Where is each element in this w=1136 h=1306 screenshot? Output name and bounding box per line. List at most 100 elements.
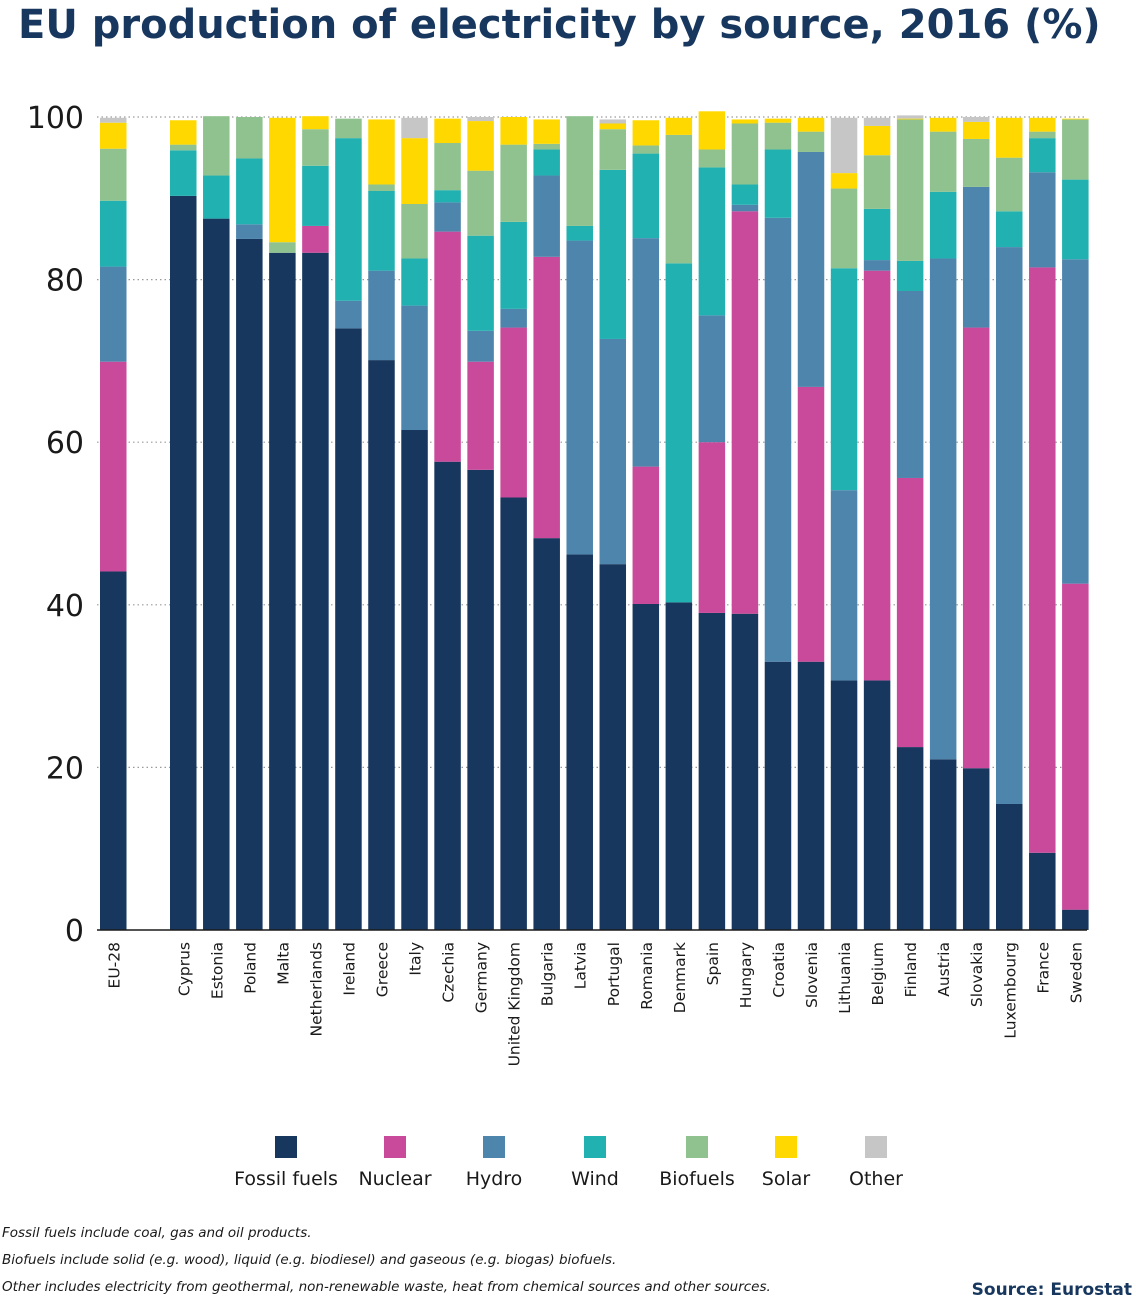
legend-label: Wind [571, 1168, 619, 1190]
bar-segment-latvia-fossil-fuels [566, 554, 593, 930]
bar-segment-germany-biofuels [467, 170, 494, 236]
bar-segment-belgium-hydro [863, 260, 891, 271]
legend-label: Hydro [465, 1168, 523, 1190]
bar-segment-czechia-wind [434, 190, 461, 203]
x-tick-label: Latvia [572, 942, 590, 989]
bar-segment-luxembourg-solar [996, 117, 1023, 158]
bar-segment-hungary-solar [731, 119, 759, 124]
bar-segment-romania-solar [632, 120, 660, 146]
x-tick-label: Hungary [737, 942, 755, 1008]
legend-label: Biofuels [659, 1168, 735, 1190]
bar-segment-greece-wind [368, 190, 395, 271]
bar-segment-bulgaria-fossil-fuels [533, 538, 560, 930]
note-biofuels: Biofuels include solid (e.g. wood), liqu… [2, 1252, 617, 1268]
bar-segment-finland-wind [896, 260, 924, 291]
bar-segment-belgium-nuclear [863, 270, 891, 681]
y-tick-label: 80 [46, 264, 84, 299]
x-tick-label: Lithuania [836, 942, 854, 1014]
bar-segment-spain-hydro [698, 315, 726, 443]
bar-segment-belgium-solar [863, 125, 891, 156]
x-tick-label: Cyprus [175, 942, 193, 996]
bar-segment-lithuania-biofuels [830, 188, 858, 269]
bar-segment-finland-nuclear [896, 477, 924, 748]
bar-segment-austria-hydro [929, 258, 957, 760]
bar-segment-lithuania-fossil-fuels [830, 680, 858, 930]
bar-segment-sweden-solar [1062, 118, 1089, 120]
bar-segment-germany-hydro [467, 330, 494, 362]
bar-segment-bulgaria-solar [533, 119, 560, 144]
bar-segment-germany-solar [467, 121, 494, 171]
x-tick-label: Ireland [340, 942, 358, 996]
legend-item-wind: Wind [535, 1136, 655, 1190]
bar-segment-lithuania-wind [830, 268, 858, 491]
bar-segment-cyprus-fossil-fuels [170, 195, 197, 931]
bar-segment-luxembourg-wind [996, 211, 1023, 248]
bar-segment-hungary-wind [731, 184, 759, 205]
x-tick-label: France [1034, 942, 1052, 994]
legend-swatch [775, 1136, 797, 1158]
bar-segment-spain-fossil-fuels [698, 612, 726, 930]
y-tick-label: 100 [27, 101, 84, 136]
bar-segment-belgium-other [863, 117, 891, 126]
bar-segment-belgium-fossil-fuels [863, 680, 891, 930]
bar-segment-ireland-biofuels [335, 118, 362, 139]
bar-segment-spain-nuclear [698, 442, 726, 613]
bar-segment-slovenia-fossil-fuels [797, 661, 825, 930]
bar-segment-united-kingdom-biofuels [500, 144, 527, 222]
bar-segment-italy-other [401, 117, 428, 139]
bar-segment-hungary-nuclear [731, 211, 759, 614]
bar-segment-slovenia-biofuels [797, 131, 825, 152]
bar-segment-france-biofuels [1029, 131, 1056, 139]
x-tick-label: Slovenia [803, 942, 821, 1008]
bar-segment-latvia-hydro [566, 240, 593, 555]
stacked-bar-chart: 0 20 40 60 80 100 EU-28 Cyprus Estonia Poland Mal… [27, 101, 1089, 1066]
bar-segment-greece-hydro [368, 270, 395, 361]
y-axis-ticks: 0 20 40 60 80 100 [27, 101, 84, 949]
bar-segment-finland-hydro [896, 290, 924, 478]
bar-segment-bulgaria-biofuels [533, 143, 560, 150]
bar-segment-sweden-biofuels [1062, 119, 1089, 180]
bar-segment-sweden-wind [1062, 179, 1089, 260]
bar-segment-eu-28-wind [100, 200, 127, 267]
x-tick-label: Luxembourg [1001, 942, 1019, 1039]
x-tick-label: Italy [407, 942, 425, 976]
bar-segment-netherlands-nuclear [302, 225, 329, 253]
note-fossil-fuels: Fossil fuels include coal, gas and oil p… [2, 1225, 312, 1241]
legend-swatch [275, 1136, 297, 1158]
legend-label: Solar [761, 1168, 811, 1190]
bar-segment-slovakia-other [962, 117, 990, 122]
bar-segment-malta-fossil-fuels [269, 252, 296, 930]
bar-segment-czechia-nuclear [434, 231, 461, 462]
bar-segment-denmark-solar [665, 117, 693, 135]
bar-segment-croatia-solar [764, 118, 792, 123]
bar-segment-portugal-fossil-fuels [599, 564, 627, 930]
bar-segment-luxembourg-fossil-fuels [996, 803, 1023, 930]
legend-swatch [686, 1136, 708, 1158]
bar-segment-slovakia-fossil-fuels [962, 768, 990, 930]
bar-segment-ireland-fossil-fuels [335, 328, 362, 930]
bar-segment-germany-other [467, 117, 494, 122]
bar-segment-lithuania-hydro [830, 490, 858, 681]
x-tick-label: Malta [274, 942, 292, 985]
x-tick-label: Netherlands [307, 942, 325, 1036]
x-tick-label: Denmark [671, 942, 689, 1013]
bar-segment-slovakia-nuclear [962, 327, 990, 769]
x-axis-labels: EU-28 Cyprus Estonia Poland Malta Netherlands… [105, 942, 1085, 1066]
y-tick-label: 40 [46, 589, 84, 624]
bar-segment-romania-fossil-fuels [632, 603, 660, 930]
bar-segment-croatia-hydro [764, 217, 792, 662]
bar-segment-eu-28-biofuels [100, 148, 127, 201]
legend-label: Nuclear [358, 1168, 432, 1190]
source-credit: Source: Eurostat [971, 1280, 1132, 1300]
bar-segment-luxembourg-biofuels [996, 157, 1023, 212]
legend-item-biofuels: Biofuels [637, 1136, 757, 1190]
bar-segment-sweden-hydro [1062, 259, 1089, 584]
bar-segment-malta-biofuels [269, 242, 296, 253]
legend-label: Fossil fuels [234, 1168, 338, 1190]
bar-segment-denmark-fossil-fuels [665, 602, 693, 930]
bar-segment-poland-fossil-fuels [236, 238, 263, 930]
bar-segment-greece-solar [368, 119, 395, 185]
bar-segment-united-kingdom-hydro [500, 308, 527, 328]
bar-segment-slovenia-nuclear [797, 386, 825, 662]
bar-segment-slovenia-hydro [797, 151, 825, 387]
